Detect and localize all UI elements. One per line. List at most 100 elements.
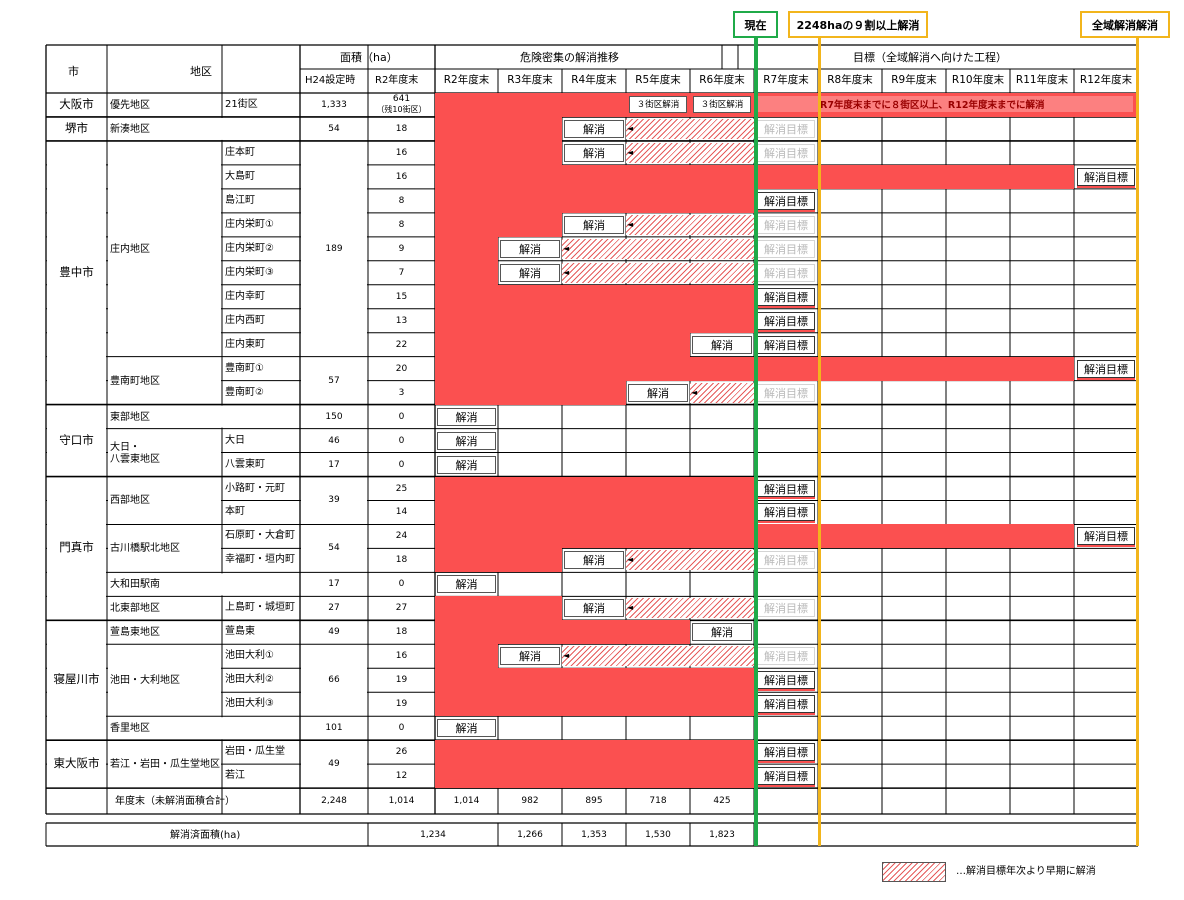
- r2-value: 9: [398, 243, 405, 254]
- year-header: R2年度末: [443, 74, 490, 86]
- sub-district-name: 石原町・大倉町: [225, 530, 295, 542]
- city-name: 寝屋川市: [53, 672, 100, 687]
- sub-district-name: 岩田・瓜生堂: [225, 746, 285, 758]
- target-label-faded: 解消目標: [757, 263, 815, 282]
- h24-value: 57: [328, 375, 340, 386]
- target-label-faded: 解消目標: [757, 551, 815, 570]
- osaka-r5-box: ３街区解消: [629, 96, 687, 113]
- district-name: 大和田駅南: [110, 579, 160, 591]
- arrow-icon: ◄: [563, 243, 570, 253]
- sub-district-name: 池田大利①: [225, 650, 274, 662]
- target-label: 解消目標: [757, 503, 815, 522]
- osaka-note: R7年度末までに８街区以上、R12年度末までに解消: [820, 100, 1045, 111]
- district-name: 西部地区: [110, 495, 150, 507]
- target-label-faded: 解消目標: [757, 599, 815, 618]
- header-progress: 危険密集の解消推移: [520, 51, 619, 64]
- district-name: 古川橋駅北地区: [110, 543, 180, 555]
- r2-value: 0: [398, 411, 405, 422]
- resolved-area-value: 1,266: [517, 830, 543, 840]
- r2-value: 19: [395, 675, 408, 686]
- unresolved-cell: [435, 212, 562, 237]
- r2-value: 16: [395, 147, 408, 158]
- sub-district-name: 島江町: [225, 194, 255, 206]
- year-header: R7年度末: [763, 74, 809, 86]
- sub-district-name: 幸福町・垣内町: [225, 554, 295, 566]
- r2-value: 16: [395, 171, 408, 182]
- target-label: 解消目標: [757, 311, 815, 330]
- target-underline: [757, 713, 815, 716]
- current-marker-label: 現在: [733, 11, 778, 38]
- target-underline: [1077, 185, 1135, 188]
- target-underline: [757, 761, 815, 764]
- target-label-faded: 解消目標: [757, 215, 815, 234]
- r2-value: 24: [395, 531, 408, 542]
- city-name: 大阪市: [59, 96, 94, 111]
- legend-swatch: [882, 862, 946, 882]
- unresolved-cell: [435, 692, 754, 717]
- district-name: 豊南町地区: [110, 375, 160, 387]
- target-label: 解消目標: [757, 743, 815, 762]
- resolved-label: 解消: [437, 431, 496, 450]
- total-year-value: 895: [585, 796, 603, 807]
- sub-district-name: 本町: [225, 506, 245, 518]
- resolved-label: 解消: [437, 719, 496, 738]
- resolved-area-value: 1,234: [420, 830, 446, 840]
- target-label-faded: 解消目標: [757, 143, 815, 162]
- sub-district-name: 八雲東町: [225, 458, 265, 470]
- resolved-label: 解消: [437, 407, 496, 426]
- target-underline: [757, 329, 815, 332]
- early-resolved-hatch: [562, 262, 754, 283]
- early-resolved-hatch: [626, 142, 754, 163]
- h24-value: 49: [328, 627, 340, 638]
- early-resolved-hatch: [562, 238, 754, 259]
- resolved-label: 解消: [437, 455, 496, 474]
- unresolved-cell: [435, 284, 754, 309]
- target-underline: [1077, 377, 1135, 380]
- target-label: 解消目標: [757, 479, 815, 498]
- target-label: 解消目標: [1077, 527, 1135, 546]
- r2-value: 3: [398, 387, 405, 398]
- sub-district-name: 庄内栄町①: [225, 218, 274, 230]
- sub-district-name: 大島町: [225, 170, 255, 182]
- unresolved-cell: [435, 380, 626, 405]
- sub-district-name: 萱島東: [225, 626, 255, 638]
- r2-value: 18: [395, 627, 408, 638]
- city-name: 守口市: [59, 432, 94, 447]
- target-underline: [1077, 545, 1135, 548]
- early-resolved-hatch: [626, 118, 754, 139]
- r2-value: 26: [395, 747, 408, 758]
- early-resolved-hatch: [626, 214, 754, 235]
- unresolved-cell: [435, 620, 690, 645]
- resolved-label: 解消: [564, 119, 624, 138]
- year-header: R11年度末: [1015, 74, 1069, 86]
- early-resolved-hatch: [626, 550, 754, 571]
- district-name: 大日・ 八雲東地区: [110, 441, 160, 466]
- early-resolved-hatch: [626, 598, 754, 619]
- unresolved-cell: [435, 188, 754, 213]
- arrow-icon: ◄: [563, 651, 570, 661]
- r2-value: 16: [395, 651, 408, 662]
- arrow-icon: ◄: [627, 219, 634, 229]
- resolved-area-value: 1,530: [645, 830, 671, 840]
- unresolved-cell: [435, 140, 562, 165]
- year-header: R8年度末: [827, 74, 873, 86]
- arrow-icon: ◄: [691, 387, 698, 397]
- r2-value: 22: [395, 339, 408, 350]
- r2-note: （残10街区）: [376, 105, 427, 114]
- sub-district-name: 庄内栄町③: [225, 266, 274, 278]
- r2-value: 13: [395, 315, 408, 326]
- district-name: 新湊地区: [110, 123, 150, 135]
- arrow-icon: ◄: [627, 555, 634, 565]
- ninety-percent-marker-label: 2248haの９割以上解消: [788, 11, 928, 38]
- osaka-r6-box: ３街区解消: [693, 96, 751, 113]
- arrow-icon: ◄: [627, 603, 634, 613]
- district-name: 北東部地区: [110, 603, 160, 615]
- header-area: 面積（ha）: [340, 51, 398, 64]
- r2-value: 7: [398, 267, 405, 278]
- h24-value: 46: [328, 435, 340, 446]
- r2-value: 20: [395, 363, 408, 374]
- h24-value: 1,333: [321, 99, 347, 110]
- year-header: R3年度末: [507, 74, 553, 86]
- sub-district-name: 21街区: [225, 99, 258, 110]
- city-name: 門真市: [59, 540, 94, 555]
